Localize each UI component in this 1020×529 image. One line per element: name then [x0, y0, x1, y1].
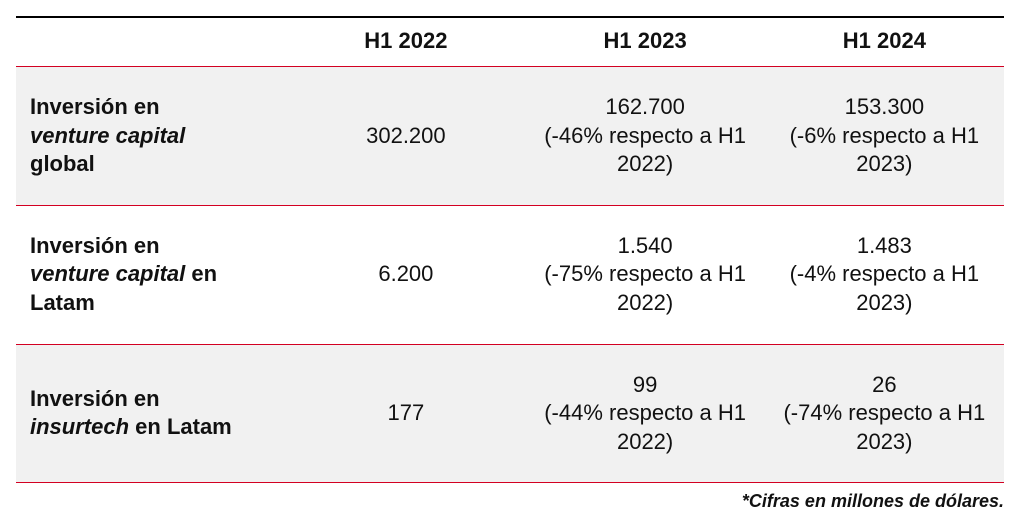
cell-value: 26: [872, 372, 896, 397]
investment-table: H1 2022 H1 2023 H1 2024 Inversión en ven…: [16, 16, 1004, 512]
cell-h1-2024: 1.483 (-4% respecto a H1 2023): [765, 205, 1004, 344]
cell-sub: (-6% respecto a H1 2023): [777, 122, 992, 179]
cell-sub: (-46% respecto a H1 2022): [538, 122, 753, 179]
table-row: Inversión en venture capital en Latam 6.…: [16, 205, 1004, 344]
cell-value: 99: [633, 372, 657, 397]
table: H1 2022 H1 2023 H1 2024 Inversión en ven…: [16, 16, 1004, 483]
row-label: Inversión en venture capital en Latam: [16, 205, 286, 344]
cell-sub: (-74% respecto a H1 2023): [777, 399, 992, 456]
cell-value: 1.540: [618, 233, 673, 258]
cell-h1-2023: 99 (-44% respecto a H1 2022): [526, 344, 765, 483]
cell-h1-2022: 177: [286, 344, 525, 483]
cell-h1-2024: 153.300 (-6% respecto a H1 2023): [765, 67, 1004, 206]
cell-value: 162.700: [605, 94, 685, 119]
table-footnote: *Cifras en millones de dólares.: [16, 483, 1004, 512]
cell-sub: (-4% respecto a H1 2023): [777, 260, 992, 317]
cell-h1-2024: 26 (-74% respecto a H1 2023): [765, 344, 1004, 483]
col-header-h1-2024: H1 2024: [765, 17, 1004, 67]
cell-h1-2023: 1.540 (-75% respecto a H1 2022): [526, 205, 765, 344]
cell-value: 153.300: [845, 94, 925, 119]
cell-h1-2022: 302.200: [286, 67, 525, 206]
cell-sub: (-44% respecto a H1 2022): [538, 399, 753, 456]
label-pre: Inversión en: [30, 233, 160, 258]
label-pre: Inversión en: [30, 386, 160, 411]
label-post: en Latam: [135, 414, 232, 439]
row-label: Inversión en venture capital global: [16, 67, 286, 206]
cell-value: 177: [388, 400, 425, 425]
cell-value: 1.483: [857, 233, 912, 258]
col-header-h1-2022: H1 2022: [286, 17, 525, 67]
table-header-row: H1 2022 H1 2023 H1 2024: [16, 17, 1004, 67]
cell-h1-2023: 162.700 (-46% respecto a H1 2022): [526, 67, 765, 206]
table-row: Inversión en insurtech en Latam 177 99 (…: [16, 344, 1004, 483]
cell-value: 6.200: [378, 261, 433, 286]
cell-h1-2022: 6.200: [286, 205, 525, 344]
col-header-label: [16, 17, 286, 67]
table-row: Inversión en venture capital global 302.…: [16, 67, 1004, 206]
label-italic: insurtech: [30, 414, 129, 439]
row-label: Inversión en insurtech en Latam: [16, 344, 286, 483]
cell-value: 302.200: [366, 123, 446, 148]
label-italic: venture capital: [30, 261, 185, 286]
label-pre: Inversión en: [30, 94, 160, 119]
col-header-h1-2023: H1 2023: [526, 17, 765, 67]
label-post: global: [30, 151, 95, 176]
label-italic: venture capital: [30, 123, 185, 148]
cell-sub: (-75% respecto a H1 2022): [538, 260, 753, 317]
